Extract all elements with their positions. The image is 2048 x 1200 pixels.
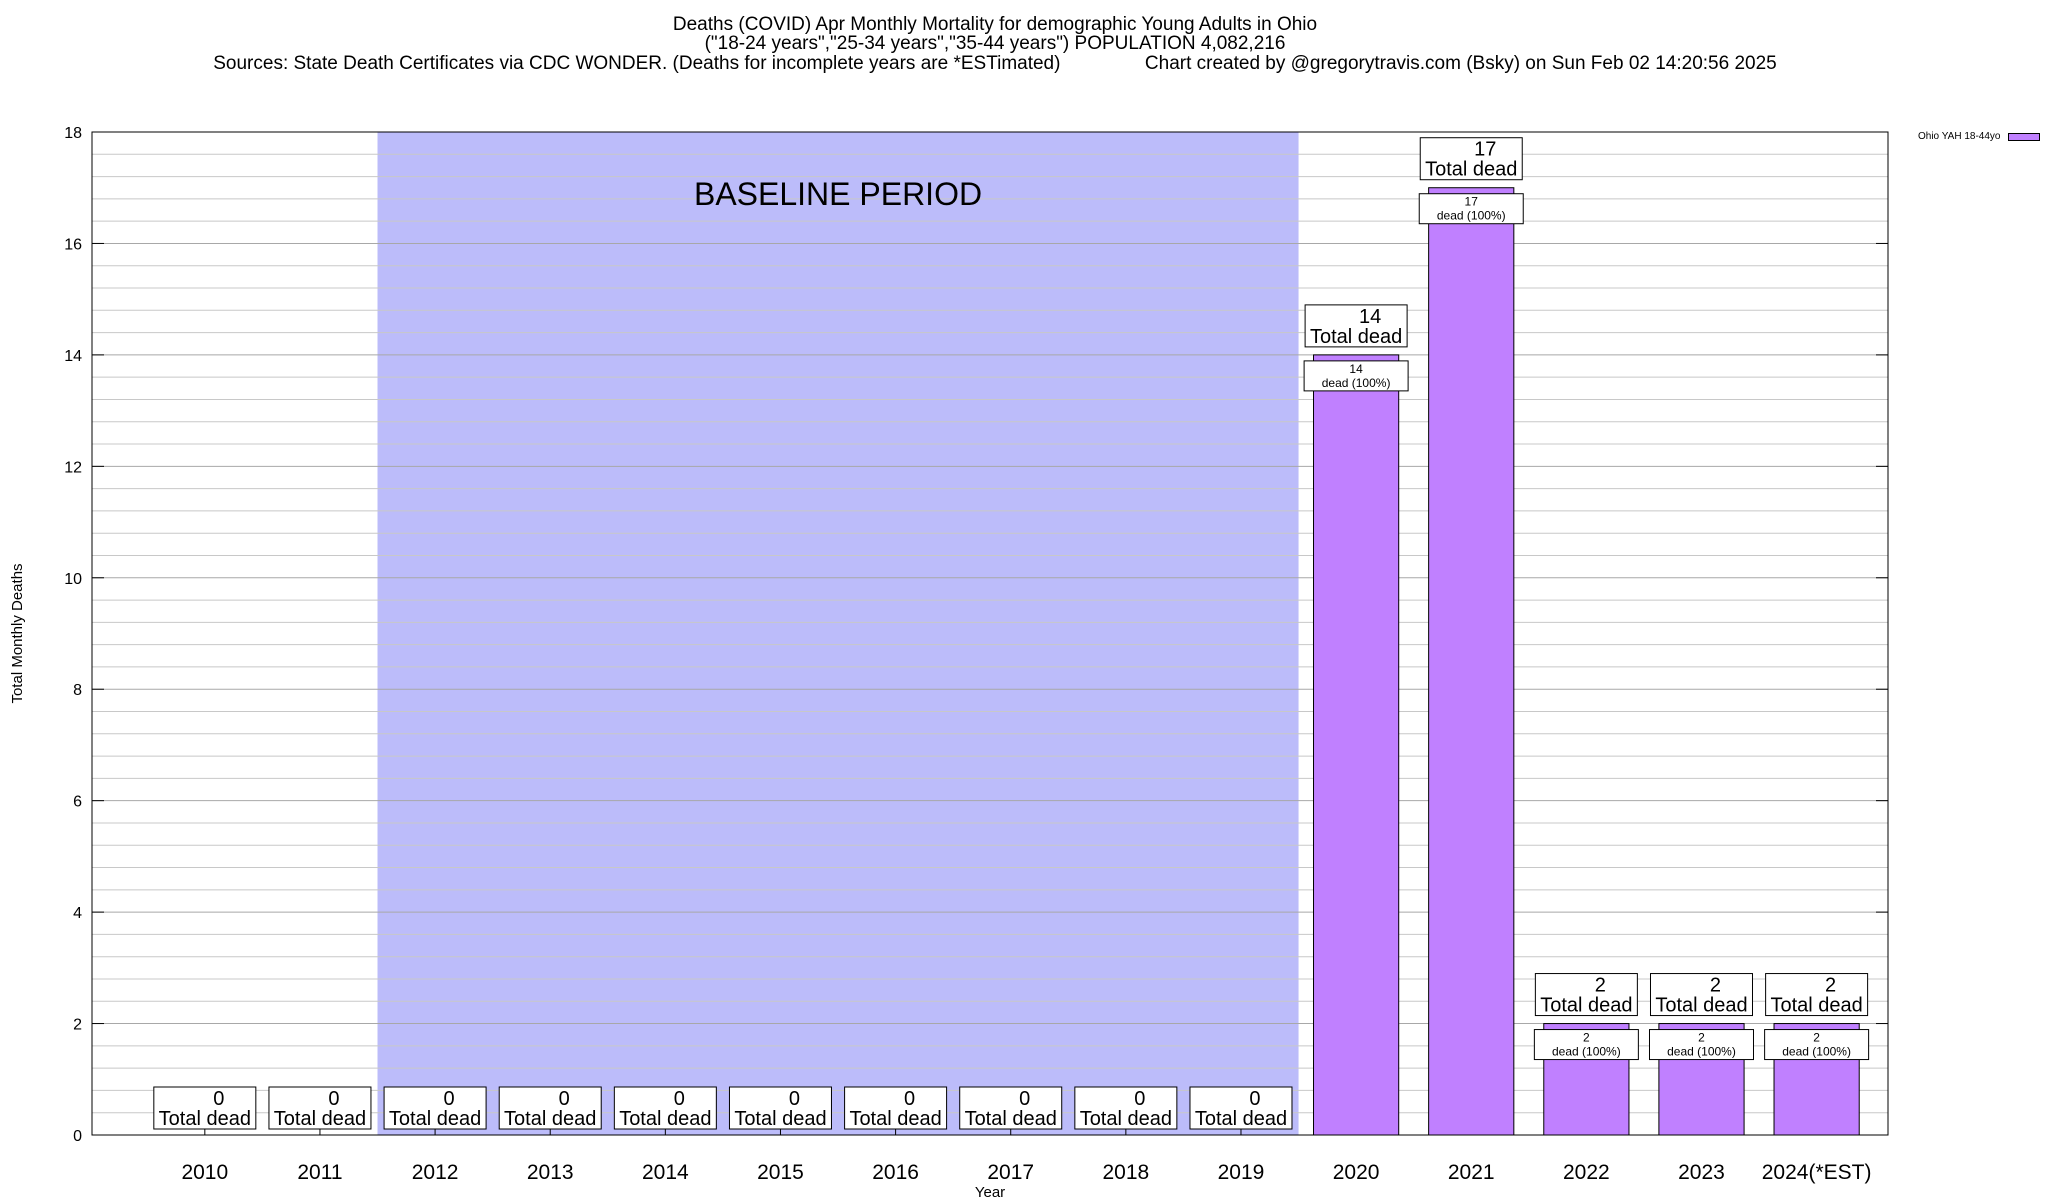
x-tick-label: 2013: [527, 1161, 574, 1184]
bar-total-label-text: Total dead: [274, 1108, 366, 1130]
chart-subtitle: ("18-24 years","25-34 years","35-44 year…: [704, 33, 1286, 54]
bar-total-label-value: 0: [1134, 1088, 1145, 1110]
bar-total-label-box: [1189, 1086, 1293, 1130]
bar-total-label-value: 2: [1825, 975, 1836, 997]
bar-total-label-value: 0: [674, 1088, 685, 1110]
bar-total-label-text: Total dead: [1770, 995, 1862, 1017]
bar-total-label-value: 0: [1249, 1088, 1260, 1110]
baseline-period-label: BASELINE PERIOD: [694, 176, 982, 212]
bar-inner-label-box: [1764, 1029, 1870, 1061]
baseline-period-shading: [377, 132, 1299, 1135]
y-tick-label: 0: [73, 1128, 82, 1145]
bar-total-label-text: Total dead: [965, 1108, 1057, 1130]
bar-total-label-box: [1304, 304, 1408, 348]
bar-total-label-value: 0: [1019, 1088, 1030, 1110]
bar-total-label-box: [383, 1086, 487, 1130]
bar-total-label-text: Total dead: [734, 1108, 826, 1130]
bar-total-label-box: [1419, 137, 1523, 181]
chart-title: Deaths (COVID) Apr Monthly Mortality for…: [672, 14, 1318, 35]
y-tick-label: 4: [73, 905, 82, 922]
bar-total-label-box: [728, 1086, 832, 1130]
x-tick-label: 2012: [412, 1161, 459, 1184]
bar-total-label-box: [153, 1086, 257, 1130]
bar: [1313, 354, 1400, 1136]
bar-inner-label-box: [1303, 360, 1409, 392]
bar-total-label-box: [1765, 973, 1869, 1017]
bar-total-label-value: 17: [1474, 139, 1496, 161]
bar-total-label-text: Total dead: [504, 1108, 596, 1130]
x-tick-label: 2015: [757, 1161, 804, 1184]
legend-label: Ohio YAH 18-44yo: [1918, 131, 2001, 142]
bar-total-label-box: [1534, 973, 1638, 1017]
legend-swatch: [2008, 132, 2041, 141]
chart-source-line: Sources: State Death Certificates via CD…: [213, 53, 1777, 74]
x-tick-label: 2011: [297, 1161, 342, 1184]
bar-inner-label-value: 14: [1349, 362, 1363, 376]
x-tick-label: 2014: [642, 1161, 689, 1184]
y-tick-label: 8: [73, 682, 82, 699]
x-tick-label: 2017: [987, 1161, 1034, 1184]
bar-total-label-box: [844, 1086, 948, 1130]
bar-total-label-box: [959, 1086, 1063, 1130]
bar-inner-label-text: dead (100%): [1437, 209, 1506, 223]
bar-total-label-text: Total dead: [159, 1108, 251, 1130]
legend: Ohio YAH 18-44yo: [1918, 131, 2041, 142]
bar-total-label-value: 0: [789, 1088, 800, 1110]
bar-total-label-value: 0: [904, 1088, 915, 1110]
x-tick-label: 2016: [872, 1161, 919, 1184]
x-tick-label: 2019: [1218, 1161, 1265, 1184]
y-tick-label: 16: [64, 236, 82, 253]
bar-total-label-text: Total dead: [849, 1108, 941, 1130]
y-tick-label: 12: [64, 459, 82, 476]
plot-frame: [91, 131, 1889, 1136]
y-tick-label: 6: [73, 794, 82, 811]
bar-inner-label-text: dead (100%): [1782, 1045, 1851, 1059]
bar-total-label-box: [498, 1086, 602, 1130]
x-tick-label: 2022: [1563, 1161, 1610, 1184]
y-axis-label: Total Monthly Deaths: [9, 563, 26, 703]
bar-inner-label-value: 2: [1813, 1031, 1820, 1045]
bar-total-label-text: Total dead: [1195, 1108, 1287, 1130]
y-tick-label: 18: [64, 125, 82, 142]
y-tick-label: 2: [73, 1017, 82, 1034]
bar: [1428, 187, 1515, 1136]
y-tick-label: 10: [64, 571, 82, 588]
bar-inner-label-text: dead (100%): [1552, 1045, 1621, 1059]
bar-inner-label-value: 2: [1698, 1031, 1705, 1045]
bar-total-label-value: 14: [1359, 306, 1381, 328]
bar-inner-label-value: 17: [1465, 195, 1479, 209]
bar-total-label-value: 0: [559, 1088, 570, 1110]
bar-total-label-value: 0: [328, 1088, 339, 1110]
bar-total-label-value: 2: [1595, 975, 1606, 997]
x-tick-label: 2023: [1678, 1161, 1725, 1184]
x-tick-label: 2018: [1102, 1161, 1149, 1184]
bar-total-label-value: 2: [1710, 975, 1721, 997]
bar-inner-label-value: 2: [1583, 1031, 1590, 1045]
bar-total-label-box: [613, 1086, 717, 1130]
bar-total-label-text: Total dead: [1655, 995, 1747, 1017]
bar-inner-label-box: [1533, 1029, 1639, 1061]
bar-inner-label-box: [1418, 193, 1524, 225]
x-tick-label: 2020: [1333, 1161, 1380, 1184]
bar-total-label-text: Total dead: [1540, 995, 1632, 1017]
bar-total-label-text: Total dead: [1080, 1108, 1172, 1130]
x-tick-label: 2024(*EST): [1762, 1161, 1872, 1184]
bar-total-label-box: [1649, 973, 1753, 1017]
bar-inner-label-text: dead (100%): [1667, 1045, 1736, 1059]
x-tick-label: 2021: [1448, 1161, 1495, 1184]
bar-total-label-text: Total dead: [1425, 159, 1517, 181]
bar-total-label-text: Total dead: [389, 1108, 481, 1130]
bar-total-label-text: Total dead: [619, 1108, 711, 1130]
x-axis-label: Year: [975, 1184, 1005, 1200]
bar-total-label-box: [268, 1086, 372, 1130]
bar-inner-label-box: [1648, 1029, 1754, 1061]
bar-total-label-text: Total dead: [1310, 326, 1402, 348]
bar-total-label-value: 0: [213, 1088, 224, 1110]
bar-inner-label-text: dead (100%): [1322, 376, 1391, 390]
bar-total-label-value: 0: [444, 1088, 455, 1110]
y-tick-label: 14: [64, 348, 82, 365]
bar-total-label-box: [1074, 1086, 1178, 1130]
x-tick-label: 2010: [181, 1161, 228, 1184]
